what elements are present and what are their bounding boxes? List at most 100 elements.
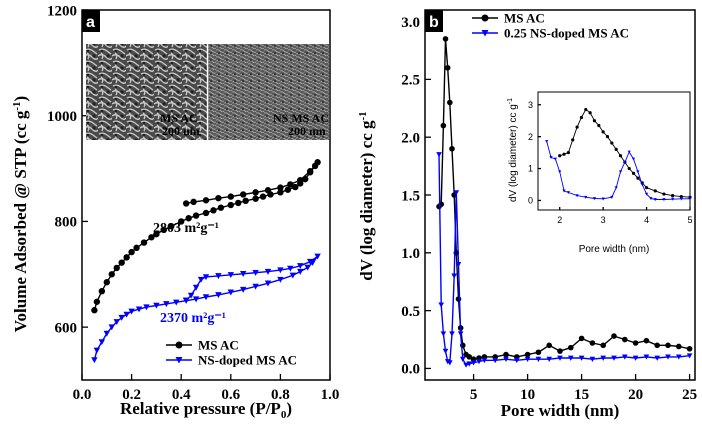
data-point <box>252 269 259 276</box>
data-point <box>571 138 575 142</box>
data-point <box>557 348 563 354</box>
data-point <box>215 194 222 202</box>
data-point <box>610 195 614 199</box>
data-point <box>264 280 272 287</box>
data-point <box>314 159 321 166</box>
y-tick-label: 0.5 <box>401 304 420 320</box>
inset-xlabel: Pore width (nm) <box>579 244 650 255</box>
data-point <box>671 194 675 198</box>
y-tick-label: 2.5 <box>401 73 420 89</box>
data-point <box>623 160 627 164</box>
data-point <box>252 189 259 196</box>
y-tick-label: 800 <box>55 215 78 231</box>
data-point <box>592 197 597 201</box>
data-point <box>455 261 462 268</box>
bet-ns-ms-ac-label: 2370 m²g⁻¹ <box>160 311 226 326</box>
data-point <box>575 194 579 198</box>
data-point <box>600 342 606 349</box>
data-point <box>240 191 247 198</box>
data-point <box>654 355 660 361</box>
data-point <box>631 171 636 175</box>
data-point <box>654 342 660 349</box>
data-point <box>277 189 284 196</box>
data-point <box>611 333 617 339</box>
data-point <box>463 362 469 368</box>
x-tick-label: 3 <box>601 215 606 225</box>
legend-marker <box>481 30 489 37</box>
data-point <box>686 353 693 359</box>
data-point <box>192 212 200 219</box>
panel-b-y-axis: 0.0 0.5 1.0 1.5 2.0 2.5 3.0 <box>401 15 431 378</box>
data-point <box>215 292 222 299</box>
legend-marker <box>175 341 183 349</box>
x-tick-label: 15 <box>574 387 589 403</box>
data-point <box>192 296 200 303</box>
panel-b-legend: MS AC0.25 NS-doped MS AC <box>472 11 629 41</box>
series-ms-ac <box>91 159 321 314</box>
data-point <box>93 298 101 305</box>
data-point <box>584 107 588 112</box>
data-point <box>264 268 272 275</box>
data-point <box>91 357 98 364</box>
data-point <box>287 265 294 272</box>
data-point <box>118 314 125 321</box>
x-tick-label: 4 <box>644 215 649 225</box>
sem-label-ms-ac: MS AC <box>160 111 198 125</box>
y-tick-label: 2 <box>528 132 533 142</box>
sem-scale-ms-ac: 200 nm <box>162 124 200 138</box>
data-point <box>457 331 464 337</box>
inset-axes: 2 3 4 5 0 1 2 3 <box>528 100 693 225</box>
data-point <box>610 141 614 145</box>
data-point <box>653 198 657 202</box>
panel-b-series <box>436 36 693 368</box>
data-point <box>578 335 585 342</box>
data-point <box>447 99 453 106</box>
data-point <box>546 356 552 362</box>
data-point <box>227 289 234 296</box>
data-point <box>143 304 150 311</box>
data-point <box>644 192 649 196</box>
data-point <box>123 254 130 261</box>
data-point <box>442 36 449 42</box>
data-point <box>535 356 542 362</box>
x-tick-label: 25 <box>682 387 697 403</box>
series-0-25-ns-doped-ms-ac <box>545 140 692 202</box>
legend-label: MS AC <box>504 11 545 26</box>
data-point <box>575 125 579 129</box>
data-point <box>611 355 617 361</box>
sem-image-ms-ac <box>86 44 207 140</box>
data-point <box>252 195 259 202</box>
data-point <box>93 347 101 354</box>
data-point <box>292 183 299 191</box>
data-point <box>108 324 115 331</box>
data-point <box>202 197 210 204</box>
data-point <box>686 345 693 352</box>
data-point <box>277 184 284 191</box>
data-point <box>202 294 210 301</box>
data-point <box>302 175 309 183</box>
data-point <box>627 166 631 171</box>
data-point <box>636 176 640 180</box>
panel-b-inset: 2 3 4 5 0 1 2 3 Pore width (nm) dV (log diamete… <box>507 91 693 255</box>
data-point <box>304 264 311 271</box>
data-point <box>444 65 451 71</box>
data-point <box>466 361 473 367</box>
data-point <box>653 189 657 193</box>
data-point <box>549 156 553 159</box>
data-point <box>240 271 247 277</box>
data-point <box>631 157 636 161</box>
data-point <box>476 359 482 365</box>
x-tick-label: 0.6 <box>221 387 240 403</box>
data-point <box>173 299 180 306</box>
y-tick-label: 1200 <box>47 3 77 19</box>
data-point <box>217 204 225 211</box>
data-point <box>210 207 217 214</box>
data-point <box>470 360 477 366</box>
data-point <box>632 340 639 346</box>
data-point <box>579 115 584 120</box>
x-tick-label: 5 <box>470 387 478 403</box>
data-point <box>514 357 520 364</box>
data-point <box>185 215 192 222</box>
data-point <box>644 186 649 190</box>
